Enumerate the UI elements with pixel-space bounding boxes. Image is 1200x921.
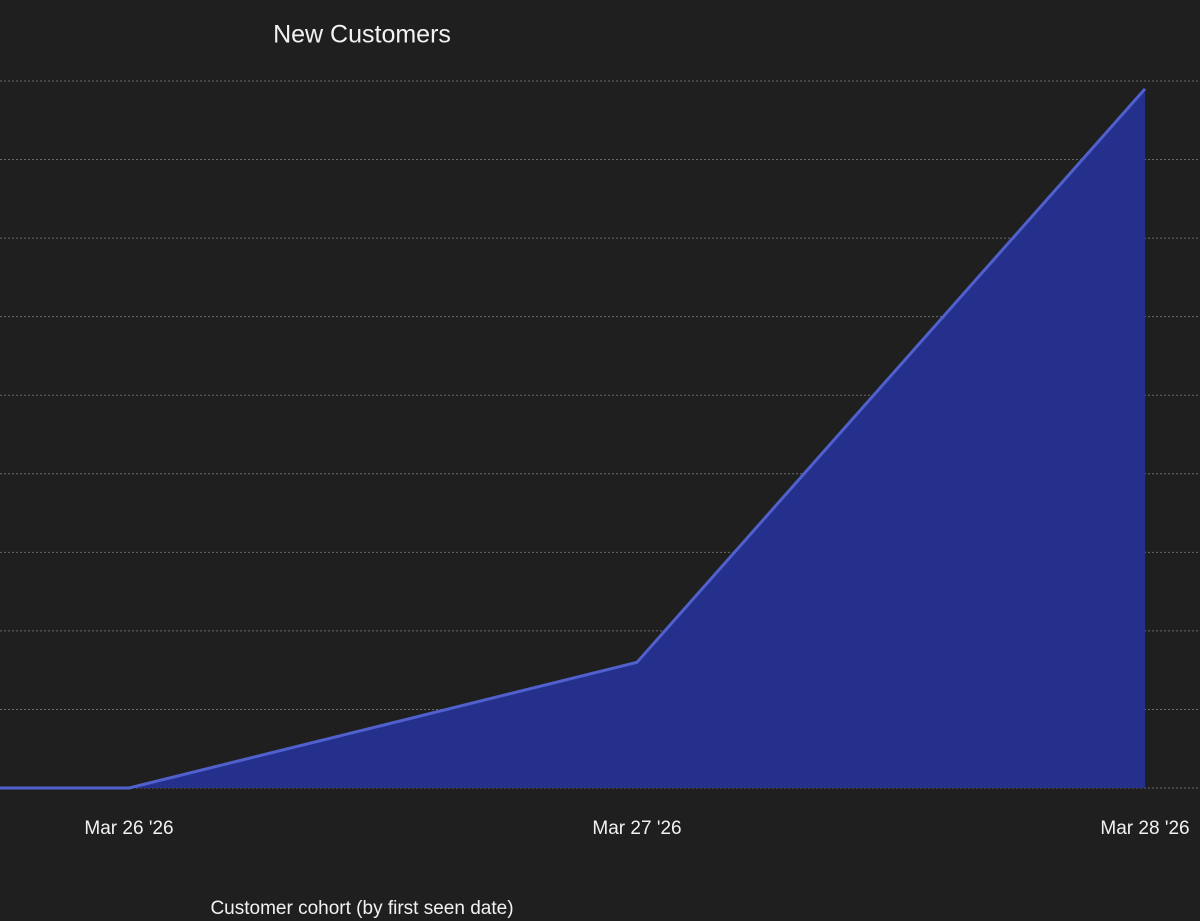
line [0, 87, 1147, 790]
x-tick-label: Mar 27 '26 [592, 818, 681, 839]
x-tick-label: Mar 26 '26 [84, 818, 173, 839]
x-axis-title: Customer cohort (by first seen date) [210, 898, 513, 919]
x-tick-label: Mar 28 '26 [1100, 818, 1189, 839]
chart-title: New Customers [273, 21, 451, 49]
area [0, 88, 1145, 788]
